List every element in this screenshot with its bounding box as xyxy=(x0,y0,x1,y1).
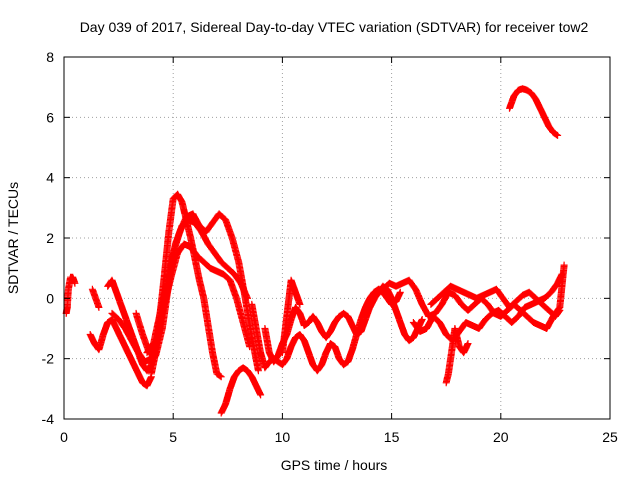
y-tick-label: -4 xyxy=(42,411,55,427)
y-tick-label: 6 xyxy=(46,109,54,125)
series-t12 xyxy=(278,276,304,357)
x-tick-label: 0 xyxy=(60,429,68,445)
x-tick-label: 10 xyxy=(275,429,291,445)
series-t11 xyxy=(261,282,426,366)
x-tick-label: 20 xyxy=(493,429,509,445)
y-tick-label: 2 xyxy=(46,230,54,246)
series-t2 xyxy=(86,316,155,390)
x-axis-label: GPS time / hours xyxy=(281,457,388,473)
series-t3 xyxy=(88,285,103,311)
y-tick-label: 0 xyxy=(46,290,54,306)
tick-labels: 0 5 10 15 20 25 -4 -2 0 2 4 6 8 xyxy=(42,49,618,445)
series-t15 xyxy=(427,282,564,320)
y-tick-label: 8 xyxy=(46,49,54,65)
series-t17 xyxy=(506,85,562,139)
y-tick-label: 4 xyxy=(46,170,54,186)
data-points xyxy=(62,85,568,417)
y-tick-label: -2 xyxy=(42,351,55,367)
series-t14 xyxy=(409,270,566,345)
chart-title: Day 039 of 2017, Sidereal Day-to-day VTE… xyxy=(80,19,589,35)
x-tick-label: 5 xyxy=(169,429,177,445)
series-t9 xyxy=(217,364,265,417)
series-t8 xyxy=(147,190,225,381)
x-tick-label: 15 xyxy=(384,429,400,445)
y-axis-label: SDTVAR / TECUs xyxy=(5,182,21,294)
axis-ticks xyxy=(63,56,611,420)
grid xyxy=(64,57,610,419)
series-t1 xyxy=(62,273,79,317)
series-t16 xyxy=(442,325,472,387)
x-tick-label: 25 xyxy=(602,429,618,445)
